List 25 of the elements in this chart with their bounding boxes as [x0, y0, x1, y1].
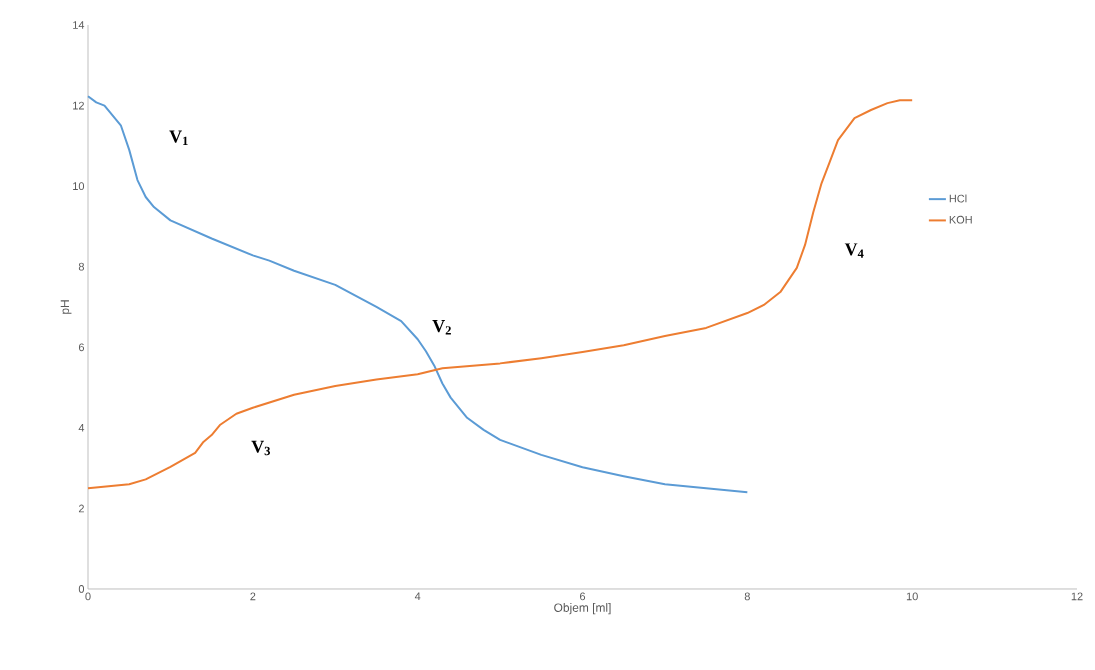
x-tick-label: 12 [1071, 592, 1083, 601]
x-tick-label: 4 [414, 592, 421, 601]
x-axis-title: Objem [ml] [554, 603, 611, 615]
y-tick-label: 10 [73, 182, 85, 191]
y-tick-label: 12 [73, 101, 84, 110]
y-tick-label: 14 [73, 21, 85, 29]
y-axis-title: pH [60, 300, 72, 314]
legend-label: KOH [949, 215, 972, 224]
x-tick-label: 10 [906, 592, 918, 601]
annotation: V$_{1}$ [169, 130, 188, 145]
y-tick-label: 6 [78, 343, 84, 352]
annotation: V$_{4}$ [844, 243, 864, 258]
line-series [87, 99, 914, 490]
line-series [87, 95, 749, 494]
legend-label: HCl [949, 194, 967, 203]
annotation: V$_{3}$ [251, 440, 271, 456]
annotation: V$_{2}$ [432, 320, 451, 335]
x-tick-label: 6 [580, 592, 586, 601]
y-tick-label: 0 [78, 585, 85, 593]
x-tick-label: 2 [250, 592, 256, 601]
y-tick-label: 4 [78, 424, 85, 432]
y-tick-label: 8 [78, 262, 84, 271]
x-tick-label: 0 [85, 592, 91, 601]
y-tick-label: 2 [78, 504, 84, 513]
x-tick-label: 8 [744, 592, 750, 601]
